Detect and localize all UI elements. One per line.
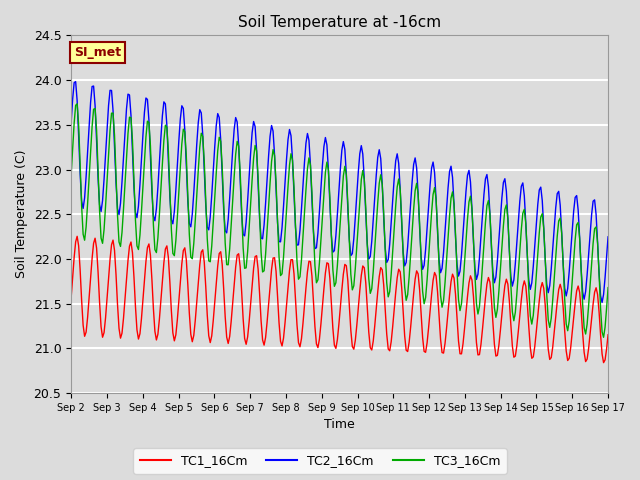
X-axis label: Time: Time: [324, 419, 355, 432]
Legend: TC1_16Cm, TC2_16Cm, TC3_16Cm: TC1_16Cm, TC2_16Cm, TC3_16Cm: [133, 448, 507, 474]
Title: Soil Temperature at -16cm: Soil Temperature at -16cm: [238, 15, 441, 30]
Text: SI_met: SI_met: [74, 46, 121, 59]
Y-axis label: Soil Temperature (C): Soil Temperature (C): [15, 150, 28, 278]
